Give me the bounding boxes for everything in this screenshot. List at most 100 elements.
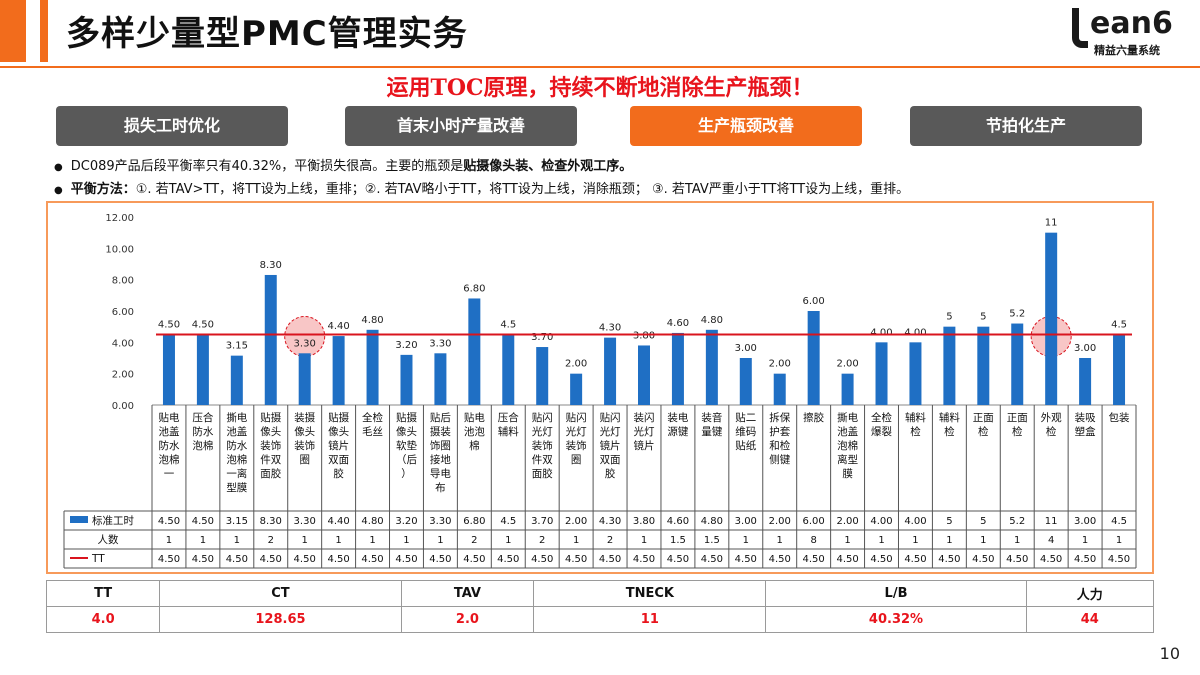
- table-cell: 4.40: [327, 516, 349, 527]
- table-cell: 4.5: [1111, 516, 1127, 527]
- category-label: 辅料: [905, 411, 926, 424]
- bar-data-label: 4.60: [667, 318, 689, 329]
- y-tick-label: 2.00: [112, 370, 134, 381]
- bottleneck-highlight-circle: [284, 316, 326, 357]
- bar: [943, 326, 956, 405]
- table-cell: 1: [505, 535, 511, 546]
- category-label: 池盖: [837, 425, 858, 438]
- page-title: 多样少量型PMC管理实务: [66, 14, 468, 54]
- bullet1-text: DC089产品后段平衡率只有40.32%，平衡损失很高。主要的瓶颈是: [70, 159, 464, 174]
- category-label: 贴电: [464, 411, 485, 424]
- category-label: 膜: [842, 468, 853, 480]
- table-cell: 4.50: [599, 554, 621, 565]
- table-cell: 4.50: [904, 554, 926, 565]
- bar-data-label: 4.50: [192, 320, 214, 331]
- table-cell: 1: [200, 535, 206, 546]
- table-cell: 3.00: [735, 516, 757, 527]
- logo-l-mark: [1072, 8, 1088, 48]
- category-label: 接地: [430, 453, 451, 466]
- header-divider: [0, 66, 1200, 68]
- table-cell: 4.50: [226, 554, 248, 565]
- category-label: 检: [1012, 425, 1023, 438]
- table-cell: 1: [302, 535, 308, 546]
- category-label: 防水: [192, 425, 213, 438]
- table-cell: 4.50: [463, 554, 485, 565]
- tab-loss-hours[interactable]: 损失工时优化: [56, 106, 288, 146]
- bar-data-label: 4.00: [904, 327, 926, 338]
- category-label: 泡棉: [226, 453, 247, 466]
- legend-bar-swatch: [70, 516, 88, 523]
- table-cell: 4.80: [701, 516, 723, 527]
- category-label: 光灯: [634, 425, 655, 438]
- bar: [502, 334, 515, 405]
- table-cell: 4.50: [938, 554, 960, 565]
- summary-value: 44: [1025, 606, 1155, 633]
- category-label: 贴纸: [735, 439, 756, 452]
- category-label: 镜片: [328, 439, 349, 452]
- category-label: 检: [910, 425, 921, 438]
- table-cell: 3.30: [294, 516, 316, 527]
- category-label: 件双: [260, 454, 281, 466]
- category-label: 一: [164, 468, 175, 480]
- bar-data-label: 3.80: [633, 330, 655, 341]
- category-label: 像头: [260, 426, 281, 438]
- bar-data-label: 3.70: [531, 332, 553, 343]
- tab-first-last-hour[interactable]: 首末小时产量改善: [345, 106, 577, 146]
- table-cell: 4.50: [667, 554, 689, 565]
- table-cell: 4.50: [1006, 554, 1028, 565]
- category-label: 池盖: [226, 425, 247, 438]
- table-cell: 1: [573, 535, 579, 546]
- summary-header: 人力: [1025, 580, 1155, 607]
- bar: [400, 354, 413, 405]
- page-number: 10: [1159, 644, 1180, 663]
- bar-data-label: 3.00: [735, 343, 757, 354]
- bar: [162, 334, 175, 405]
- bar: [434, 353, 447, 405]
- category-label: 检: [978, 425, 989, 438]
- bar: [332, 336, 345, 405]
- bar-data-label: 4.80: [361, 315, 383, 326]
- bar-data-label: 2.00: [565, 359, 587, 370]
- summary-value-row: 4.0 128.65 2.0 11 40.32% 44: [45, 606, 1155, 633]
- table-cell: 4.50: [158, 554, 180, 565]
- bar: [807, 311, 820, 405]
- bar-data-label: 2.00: [769, 359, 791, 370]
- bullet2-text: ①. 若TAV>TT，将TT设为上线，重排；②. 若TAV略小于TT，将TT设为…: [135, 182, 910, 197]
- tab-takt-production[interactable]: 节拍化生产: [910, 106, 1142, 146]
- row-header: 标准工时: [92, 515, 134, 527]
- category-label: 装吸: [1075, 411, 1097, 424]
- category-label: 撕电: [226, 411, 247, 424]
- category-label: 装电: [667, 411, 688, 424]
- category-label: 正面: [1007, 412, 1028, 424]
- category-label: 全检: [362, 411, 383, 424]
- category-label: 面胶: [260, 467, 281, 480]
- category-label: 像头: [328, 426, 349, 438]
- table-cell: 1: [234, 535, 240, 546]
- bullet-dot-icon: ●: [54, 162, 63, 173]
- tab-bottleneck[interactable]: 生产瓶颈改善: [630, 106, 862, 146]
- category-label: ）: [401, 468, 412, 480]
- category-label: 辅料: [498, 425, 519, 438]
- bar-data-label: 3.00: [1074, 343, 1096, 354]
- bar: [909, 342, 922, 405]
- category-label: 压合: [498, 411, 519, 424]
- bar: [671, 332, 684, 405]
- table-cell: 4.50: [769, 554, 791, 565]
- summary-table: TT CT TAV TNECK L/B 人力 4.0 128.65 2.0 11…: [45, 580, 1155, 633]
- category-label: 全检: [871, 411, 892, 424]
- category-label: 贴后: [430, 411, 451, 424]
- summary-header: L/B: [765, 580, 1027, 607]
- table-cell: 1.5: [704, 535, 720, 546]
- summary-header: CT: [159, 580, 402, 607]
- category-label: 贴闪: [532, 411, 553, 424]
- header-accent-gap: [26, 0, 40, 62]
- category-label: 棉: [469, 439, 480, 452]
- table-cell: 2: [607, 535, 613, 546]
- category-label: 量键: [701, 425, 722, 438]
- table-cell: 1: [946, 535, 952, 546]
- bullet1-bold: 贴摄像头装、检查外观工序。: [463, 159, 633, 174]
- bullet-balance-method: ● 平衡方法：①. 若TAV>TT，将TT设为上线，重排；②. 若TAV略小于TT…: [54, 178, 909, 197]
- summary-header: TT: [45, 580, 161, 607]
- table-cell: 3.30: [429, 516, 451, 527]
- table-cell: 4.50: [192, 516, 214, 527]
